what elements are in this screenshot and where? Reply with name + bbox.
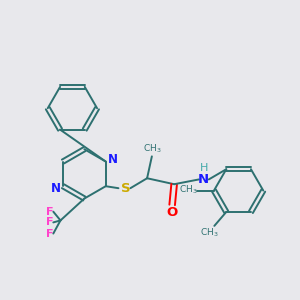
Text: O: O [167,206,178,219]
Text: S: S [121,182,130,195]
Text: CH$_3$: CH$_3$ [179,184,198,196]
Text: N: N [108,153,118,166]
Text: F: F [46,207,53,217]
Text: N: N [51,182,61,195]
Text: F: F [46,218,53,227]
Text: F: F [46,229,53,238]
Text: N: N [198,173,209,186]
Text: H: H [200,163,208,173]
Text: CH$_3$: CH$_3$ [200,227,219,239]
Text: CH$_3$: CH$_3$ [143,143,162,155]
